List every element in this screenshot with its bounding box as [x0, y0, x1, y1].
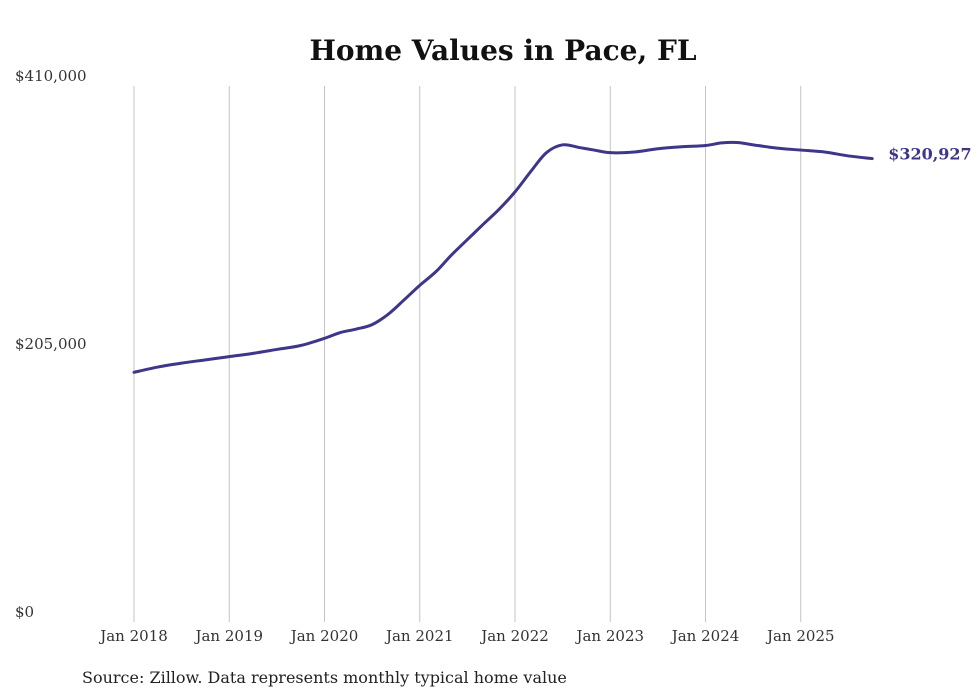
x-tick-label: Jan 2025: [765, 627, 835, 645]
gridlines: [133, 86, 802, 622]
x-tick-label: Jan 2023: [574, 627, 644, 645]
x-tick-label: Jan 2020: [289, 627, 359, 645]
x-axis-ticks: Jan 2018 Jan 2019 Jan 2020 Jan 2021 Jan 2022…: [98, 627, 834, 645]
x-tick-label: Jan 2024: [670, 627, 740, 645]
y-tick-label: $0: [15, 603, 34, 621]
series-group: $320,927: [132, 140, 972, 374]
x-tick-label: Jan 2019: [193, 627, 263, 645]
x-tick-label: Jan 2018: [98, 627, 168, 645]
series-end-label: $320,927: [888, 145, 972, 164]
source-note: Source: Zillow. Data represents monthly …: [82, 668, 567, 687]
series-line: [132, 140, 874, 374]
chart-title: Home Values in Pace, FL: [309, 34, 696, 67]
x-tick-label: Jan 2021: [384, 627, 454, 645]
y-tick-label: $205,000: [15, 335, 87, 353]
y-tick-label: $410,000: [15, 67, 87, 85]
y-axis-ticks: $0 $205,000 $410,000: [15, 67, 87, 621]
x-tick-label: Jan 2022: [479, 627, 549, 645]
